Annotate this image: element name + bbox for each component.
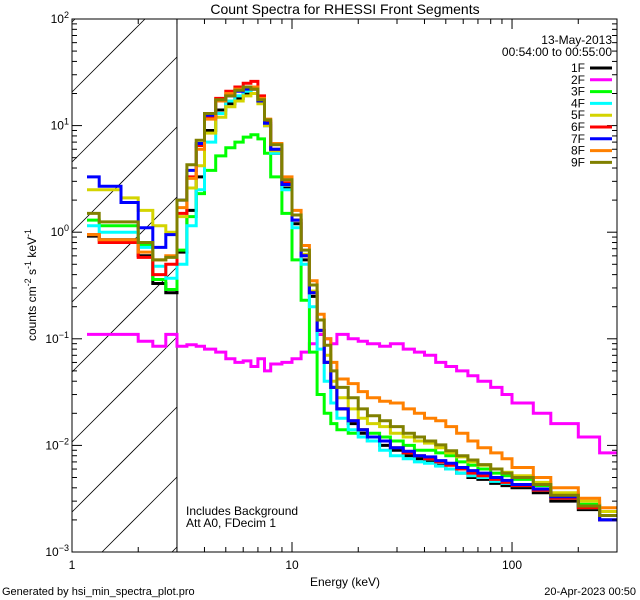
hatch-line (71, 56, 178, 163)
excluded-region-hatch (71, 18, 178, 553)
y-axis-label: counts cm-2 s-1 keV-1 (23, 229, 39, 341)
hatch-line (71, 336, 178, 443)
series-8F-line (87, 85, 617, 510)
legend-item-4F: 4F (571, 96, 612, 110)
x-tick-label: 10 (285, 558, 299, 572)
legend-item-6F: 6F (571, 120, 612, 134)
legend-date: 13-May-2013 (541, 33, 612, 47)
x-axis-label: Energy (keV) (310, 575, 380, 589)
y-tick-label: 10−3 (45, 543, 69, 559)
legend-label: 7F (571, 132, 585, 146)
chart-title: Count Spectra for RHESSI Front Segments (210, 1, 479, 17)
annotation-attenuator: Att A0, FDecim 1 (186, 516, 276, 530)
y-tick-label: 10−1 (45, 330, 69, 346)
legend-item-1F: 1F (571, 61, 612, 75)
plot-frame (71, 18, 618, 553)
series-7F-line (87, 87, 617, 522)
series-5F-line (87, 92, 617, 513)
hatch-line (101, 476, 178, 553)
y-tick-label: 102 (51, 10, 69, 26)
legend-label: 1F (571, 61, 585, 75)
footer-generated-by: Generated by hsi_min_spectra_plot.pro (2, 586, 195, 598)
hatch-line (71, 196, 178, 303)
legend-item-2F: 2F (571, 73, 612, 87)
legend-label: 5F (571, 108, 585, 122)
legend-label: 4F (571, 96, 585, 110)
footer-timestamp: 20-Apr-2023 00:50 (544, 586, 636, 598)
legend-item-9F: 9F (571, 155, 612, 169)
y-tick-label: 10−2 (45, 436, 69, 452)
series-1F-line (87, 87, 617, 522)
legend-label: 2F (571, 73, 585, 87)
legend-item-8F: 8F (571, 144, 612, 158)
x-tick-label: 100 (502, 558, 522, 572)
y-tick-label: 101 (51, 117, 69, 133)
annotation-background: Includes Background (186, 504, 298, 518)
x-tick-label: 1 (69, 558, 76, 572)
legend-label: 8F (571, 144, 585, 158)
legend-time-range: 00:54:00 to 00:55:00 (502, 45, 612, 59)
hatch-line (71, 18, 146, 93)
legend-label: 9F (571, 155, 585, 169)
hatch-line (171, 546, 178, 553)
series-3F-line (87, 133, 617, 517)
series-2F-line (87, 332, 617, 455)
series-6F-line (87, 79, 617, 522)
legend-label: 6F (571, 120, 585, 134)
series-9F-line (87, 85, 617, 517)
legend-label: 3F (571, 85, 585, 99)
series-4F-line (87, 85, 617, 522)
y-tick-label: 100 (51, 223, 69, 239)
legend-item-7F: 7F (571, 132, 612, 146)
hatch-line (71, 406, 178, 513)
legend-item-5F: 5F (571, 108, 612, 122)
hatch-line (71, 126, 178, 233)
legend-item-3F: 3F (571, 85, 612, 99)
